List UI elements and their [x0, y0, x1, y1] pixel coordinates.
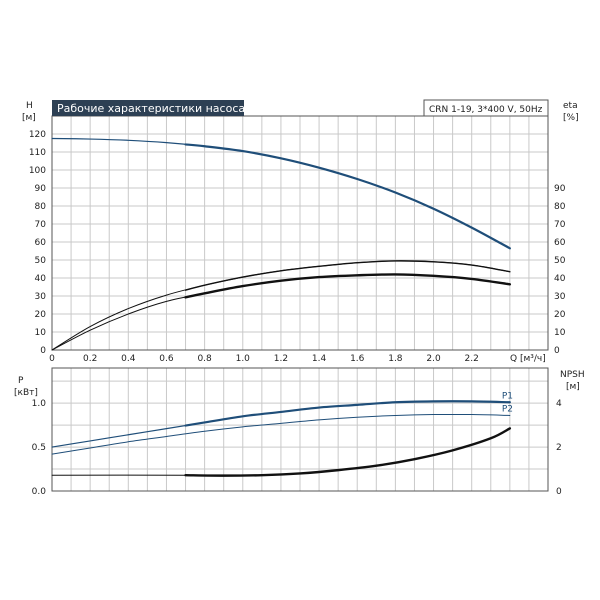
head-tick-label: 20	[35, 310, 47, 320]
pump-model-label: CRN 1-19, 3*400 V, 50Hz	[429, 105, 543, 115]
eta-tick-label: 50	[554, 256, 566, 266]
top-plot-frame	[51, 115, 549, 351]
flow-tick-label: 0.4	[121, 354, 136, 364]
series-line-eta-lower-operating-range	[184, 273, 512, 299]
power-axis-unit: [кВт]	[14, 388, 38, 398]
flow-tick-label: 1.0	[236, 354, 251, 364]
flow-tick-label: 1.8	[388, 354, 403, 364]
flow-tick-label: 2.0	[426, 354, 441, 364]
eta-tick-label: 80	[554, 202, 566, 212]
flow-tick-label: 0.2	[83, 354, 97, 364]
eta-tick-label: 40	[554, 274, 566, 284]
pump-model-box	[423, 99, 549, 117]
flow-tick-label: 1.2	[274, 354, 288, 364]
eta-tick-label: 10	[554, 328, 566, 338]
flow-tick-label: 1.4	[312, 354, 327, 364]
flow-tick-label: 0.6	[159, 354, 174, 364]
eta-tick-label: 60	[554, 238, 566, 248]
top-series	[51, 137, 512, 351]
eta-axis-title: eta	[563, 101, 578, 111]
power-axis-title: P	[18, 376, 24, 386]
chart-title-box	[52, 100, 244, 116]
series-line-npsh-operating-range	[184, 427, 512, 477]
head-tick-label: 30	[35, 292, 47, 302]
head-tick-label: 110	[29, 148, 46, 158]
head-axis-unit: [м]	[22, 113, 36, 123]
head-tick-label: 120	[29, 130, 46, 140]
flow-tick-label: 2.2	[465, 354, 479, 364]
power-tick-label: 0.5	[32, 443, 46, 453]
head-efficiency-panel: Рабочие характеристики насоса CRN 1-19, …	[22, 99, 579, 364]
series-line-head-operating-range	[184, 143, 511, 250]
series-label-p1: P1	[502, 391, 513, 401]
series-line-eta-upper-operating-range	[184, 260, 511, 291]
head-tick-label: 60	[35, 238, 47, 248]
series-label-p2: P2	[502, 404, 513, 414]
power-tick-label: 1.0	[32, 399, 47, 409]
flow-tick-label: 0.8	[197, 354, 212, 364]
npsh-tick-label: 4	[556, 399, 562, 409]
head-tick-label: 80	[35, 202, 47, 212]
flow-tick-label: 1.6	[350, 354, 365, 364]
npsh-axis-unit: [м]	[566, 382, 580, 392]
head-tick-label: 70	[35, 220, 47, 230]
npsh-axis-title: NPSH	[560, 370, 585, 380]
head-tick-label: 100	[29, 166, 46, 176]
eta-tick-label: 70	[554, 220, 566, 230]
npsh-tick-label: 0	[556, 487, 562, 497]
eta-axis-unit: [%]	[563, 113, 579, 123]
eta-tick-label: 90	[554, 184, 566, 194]
head-tick-label: 50	[35, 256, 47, 266]
series-line-p1-operating-range	[184, 400, 511, 427]
chart-title: Рабочие характеристики насоса	[57, 102, 245, 115]
top-tick-labels: 0 10 20 30 40 50 60 70 80 90 100 110 120 0 10 20 30 40 50 6…	[29, 130, 566, 364]
flow-axis-title: Q [м³/ч]	[510, 354, 546, 364]
npsh-tick-label: 2	[556, 443, 562, 453]
eta-tick-label: 30	[554, 292, 566, 302]
flow-tick-label: 0	[49, 354, 55, 364]
series-line-p2	[51, 413, 511, 455]
head-axis-title: H	[26, 101, 33, 111]
head-tick-label: 10	[35, 328, 47, 338]
head-tick-label: 40	[35, 274, 47, 284]
power-tick-label: 0.0	[32, 487, 47, 497]
eta-tick-label: 0	[554, 346, 560, 356]
eta-tick-label: 20	[554, 310, 566, 320]
bottom-tick-labels: 0.0 0.5 1.0 0 2 4	[32, 399, 562, 497]
bottom-plot-frame	[51, 367, 549, 492]
head-tick-label: 0	[40, 346, 46, 356]
head-tick-label: 90	[35, 184, 47, 194]
